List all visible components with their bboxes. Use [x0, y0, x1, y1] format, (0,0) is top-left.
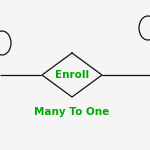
Text: Enroll: Enroll: [55, 70, 89, 80]
Polygon shape: [42, 53, 102, 97]
Text: Many To One: Many To One: [34, 107, 110, 117]
